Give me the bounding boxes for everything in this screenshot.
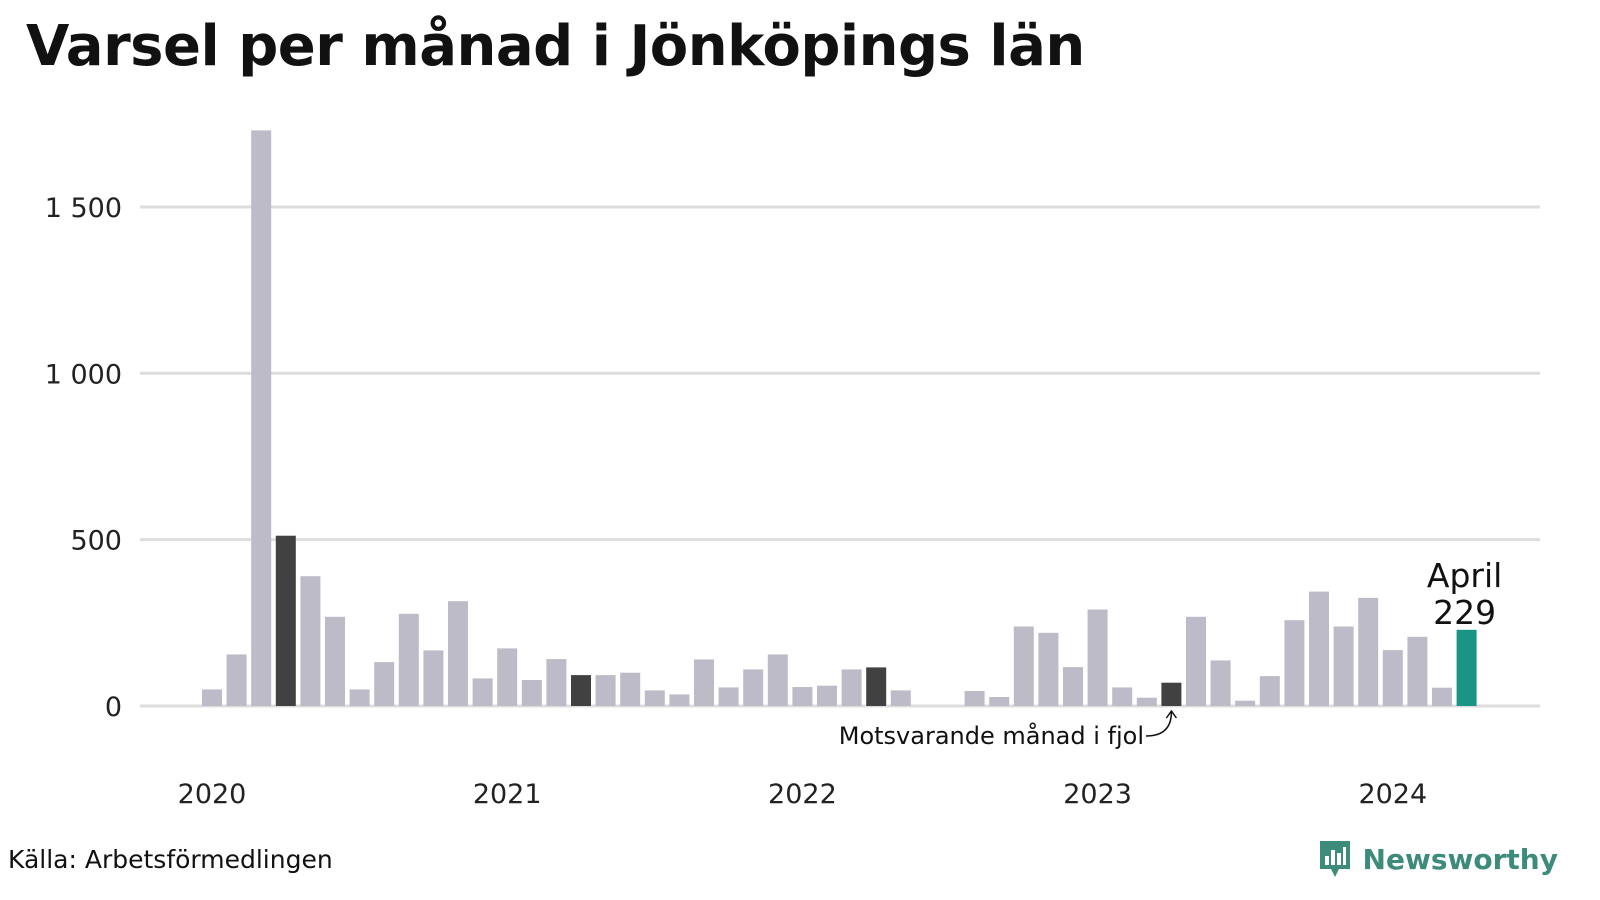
bar [817,685,837,706]
bar [1136,697,1157,706]
bar-same-month-previous-year [866,667,887,706]
x-tick-label: 2024 [1358,779,1427,810]
bar [669,694,690,706]
bar [1309,591,1329,706]
bar [620,672,641,706]
bar [1284,620,1305,706]
bar-current-month [1456,629,1477,706]
bar [964,691,985,706]
bar [497,648,518,706]
y-tick-label: 1 500 [45,193,122,224]
bar-same-month-previous-year [571,675,591,706]
bar [1407,636,1428,706]
bar [1112,687,1133,706]
bar [546,659,567,706]
bar [1013,626,1034,706]
current-month-label: April [1427,556,1502,595]
brand-name: Newsworthy [1362,842,1558,876]
x-tick-label: 2021 [473,779,542,810]
brand-logo[interactable]: Newsworthy [1317,838,1558,880]
bar [841,669,862,706]
bar [1259,676,1280,706]
bar [325,616,345,706]
y-tick-label: 0 [105,692,122,723]
bar [349,689,370,706]
current-value-label: 229 [1433,593,1496,632]
bar [1333,626,1354,706]
bar [1235,700,1256,706]
bar [1087,609,1108,706]
bar-same-month-previous-year [275,535,296,706]
bar [448,601,468,706]
grid-lines [140,205,1540,708]
bar [694,659,714,706]
bar [226,654,247,706]
y-axis: 0 500 1 000 1 500 [45,193,122,723]
y-tick-label: 500 [70,526,122,557]
bar [767,654,788,706]
bar-same-month-previous-year [1161,682,1182,706]
bar [743,669,764,706]
x-axis: 2020 2021 2022 2023 2024 [178,779,1428,810]
comparison-annotation: Motsvarande månad i fjol [839,721,1144,750]
bar [595,675,616,706]
bar [251,130,272,706]
bar [300,576,321,706]
x-tick-label: 2020 [178,779,247,810]
x-tick-label: 2022 [768,779,837,810]
bar [423,650,444,706]
bar [202,689,222,706]
bar [989,697,1010,706]
annotation-arrowhead [1165,709,1178,719]
bar [1186,616,1206,706]
bar-chart-badge-icon [1319,841,1350,877]
bar [398,613,419,706]
bar [521,680,542,706]
bar [1358,597,1379,706]
y-tick-label: 1 000 [45,359,122,390]
bar [1063,667,1083,706]
bar [1210,660,1231,706]
bars [202,130,1477,706]
bar [792,687,813,706]
bar [644,690,665,706]
bar [1038,632,1059,706]
bar [374,662,395,706]
bar [1382,650,1403,706]
annotation-arrow [1145,711,1173,737]
source-note: Källa: Arbetsförmedlingen [8,845,333,874]
bar [1432,687,1452,706]
bar-chart: 0 500 1 000 1 500 2020 2021 2022 2023 2024 Apri… [45,130,1540,810]
x-tick-label: 2023 [1063,779,1132,810]
bar [472,678,493,706]
bar [718,687,739,706]
bar [890,690,911,706]
page-title: Varsel per månad i Jönköpings län [26,14,1085,79]
